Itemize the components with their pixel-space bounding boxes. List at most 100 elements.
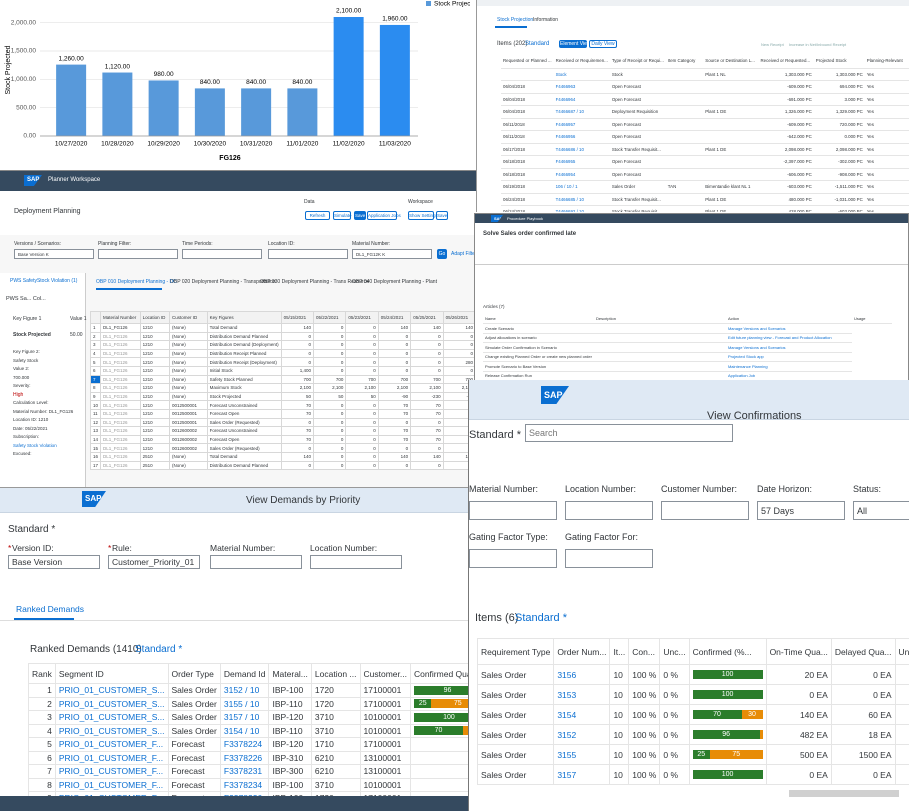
data-label: 1,260.00 <box>58 55 84 62</box>
filter-input[interactable] <box>310 555 402 569</box>
table-cell: 14 <box>89 434 102 445</box>
search-field[interactable]: Search <box>525 424 733 442</box>
y-tick-label: 1,000.00 <box>11 76 37 83</box>
confirmed-label: 100 <box>721 691 734 698</box>
table-cell: 0 <box>345 400 379 410</box>
column-header: Unconfirmed ... <box>894 638 909 665</box>
alert-tab[interactable]: PWS SafetyStock Violation (1) <box>10 278 78 284</box>
x-tick-label: 10/28/2020 <box>101 141 134 148</box>
toolbar-button[interactable]: Save <box>354 211 366 220</box>
variant[interactable]: Standard * <box>469 429 521 441</box>
table-cell: 0 <box>377 365 412 376</box>
table-cell: Yes <box>864 118 909 131</box>
planning-tab[interactable]: OBP 040 Deployment Planning - Plant <box>352 279 437 285</box>
table-cell: DL1_FG126 <box>100 408 141 419</box>
detail-text: Material Number: DL1_FG126 <box>13 408 74 414</box>
page-title: Deployment Planning <box>14 208 81 215</box>
toolbar-button[interactable]: Simulate <box>333 211 352 220</box>
table-cell: (None) <box>169 331 208 342</box>
table-cell <box>409 750 468 765</box>
confirmed-segment <box>413 699 432 709</box>
app-title: Procedure Playbook <box>507 216 544 221</box>
filter-input[interactable]: Base Version <box>8 555 100 569</box>
table-cell: Open Forecast <box>609 130 666 144</box>
table-cell: 0 <box>410 365 444 376</box>
filter-input[interactable] <box>469 501 557 520</box>
planning-tab[interactable]: OBP 020 Deployment Planning - Transporta… <box>170 279 276 285</box>
filter-input[interactable] <box>98 249 178 259</box>
table-row: 14 DL1_FG126 1210 0012600002 Forecast Open 70… <box>89 434 476 445</box>
toolbar-button[interactable]: Save <box>436 211 448 220</box>
table-row: 6 PRIO_01_CUSTOMER_F... Forecast F3378226 IB… <box>28 750 468 765</box>
table-cell: 0012600002 <box>169 426 208 436</box>
table-cell: F3378231 <box>219 764 270 779</box>
table-cell: 10100001 <box>359 777 411 792</box>
table-row: Simulate Order Confirmation in Scenario M… <box>483 342 892 353</box>
filter-input[interactable]: 57 Days <box>757 501 845 520</box>
table-cell: 0 <box>377 331 412 342</box>
go-button[interactable]: Go <box>437 249 447 259</box>
table-row: 06/11/2018 F4466956 Open Forecast -642.000 … <box>501 130 909 144</box>
table-cell: 700 <box>377 374 412 385</box>
tab[interactable]: Information <box>533 17 559 23</box>
toolbar-button[interactable]: Show Settings <box>408 211 438 220</box>
toolbar-button[interactable]: Application Jobs <box>367 211 401 220</box>
adapt-filters[interactable]: Adapt Filters <box>451 251 476 257</box>
table-cell: Yes <box>864 68 909 81</box>
filter-input[interactable] <box>565 549 653 568</box>
filter-input[interactable] <box>210 555 302 569</box>
filter-input[interactable]: Base Version K <box>14 249 94 259</box>
view-button[interactable]: Daily View <box>589 40 617 48</box>
filter-input[interactable]: All <box>853 501 909 520</box>
table-variant[interactable]: Standard * <box>515 612 567 624</box>
table-cell: 60 EA <box>830 704 896 725</box>
filter-input[interactable] <box>268 249 348 259</box>
x-tick-label: 11/01/2020 <box>286 141 318 148</box>
table-cell: Yes <box>864 155 909 169</box>
table-cell: 3710 <box>310 777 361 792</box>
table-cell: 0 <box>313 460 347 471</box>
column-header: Unc... <box>659 638 690 665</box>
rest-label: 30 <box>463 726 468 735</box>
variant[interactable]: Standard * <box>8 524 56 535</box>
table-cell: 17 <box>89 460 102 471</box>
column-header: Received or Requiremen... <box>553 54 610 69</box>
table-cell: 0012500001 <box>169 417 208 428</box>
header-row: Requested or Planned ... Received or Requ… <box>501 54 909 69</box>
planning-tab[interactable]: OBP 030 Deployment Planning - Trans Reso… <box>260 279 369 285</box>
tab[interactable]: Stock Projection <box>497 17 534 23</box>
table-cell: 0 EA <box>894 664 909 685</box>
planning-tab[interactable]: OBP 010 Deployment Planning - DC <box>96 279 177 285</box>
table-cell: 0 <box>313 357 347 367</box>
table-cell: 0 <box>410 348 444 359</box>
action[interactable]: New Receipt <box>761 42 784 47</box>
table-cell: 1210 <box>139 400 171 410</box>
tab[interactable]: Ranked Demands <box>16 604 85 614</box>
table-cell: 25 75 <box>688 744 767 765</box>
variant[interactable]: Standard <box>525 41 550 47</box>
action[interactable]: Increase in Net/Inbound Receipt <box>789 42 847 47</box>
filter-input[interactable] <box>661 501 749 520</box>
filter-input[interactable]: Customer_Priority_01 <box>108 555 200 569</box>
filter-input[interactable] <box>182 249 262 259</box>
table-cell: 1210 <box>139 434 171 445</box>
toolbar-button[interactable]: Refresh <box>305 211 330 220</box>
table-cell: 50 <box>345 391 379 402</box>
view-button[interactable]: Element View <box>559 40 591 48</box>
table-cell: 4 <box>28 723 56 738</box>
filter-input[interactable]: DL1_FG12K K <box>352 249 432 259</box>
filter-input[interactable] <box>565 501 653 520</box>
table-cell: Stock Transfer Requisit... <box>609 193 666 206</box>
table-variant[interactable]: Standard * <box>135 644 183 655</box>
filter-input[interactable] <box>469 549 557 568</box>
table-cell: Yes <box>864 180 909 194</box>
table-cell: 0 EA <box>894 724 909 745</box>
table-cell: -2,397.000 PC <box>758 155 814 169</box>
sidebar <box>0 273 86 488</box>
table-cell: F3378226 <box>219 750 270 765</box>
table-cell: 06/17/2018 <box>501 143 554 156</box>
table-cell <box>703 93 759 106</box>
table-cell: 50 <box>280 391 315 402</box>
table-cell: 0 <box>313 434 347 445</box>
